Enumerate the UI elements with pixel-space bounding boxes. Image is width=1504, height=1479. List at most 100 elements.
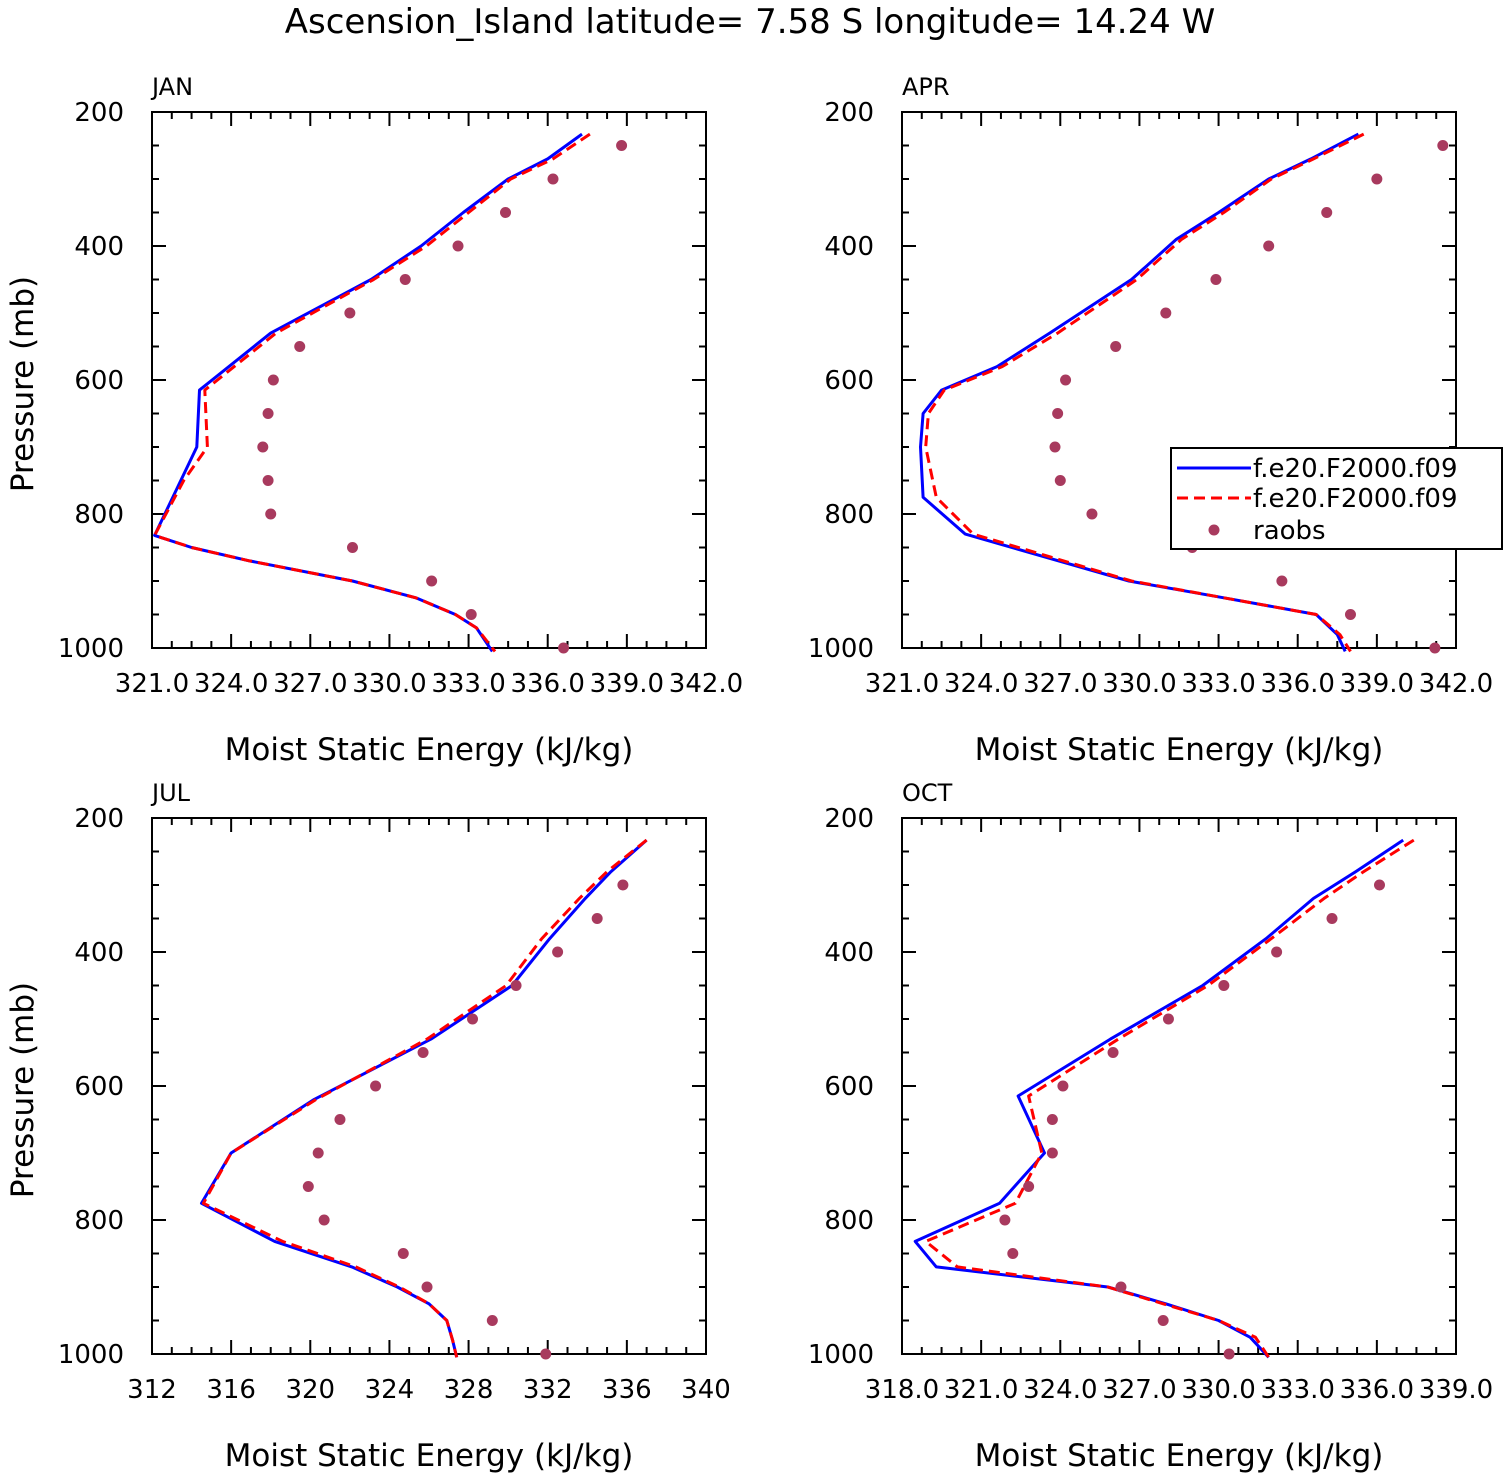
y-tick-label: 200 bbox=[824, 804, 874, 834]
x-tick-label: 318.0 bbox=[865, 1375, 939, 1405]
raobs-point bbox=[267, 374, 279, 386]
solid-series-line bbox=[919, 132, 1360, 653]
x-tick-label: 312 bbox=[127, 1375, 177, 1405]
y-tick-label: 400 bbox=[74, 232, 124, 262]
raobs-point bbox=[426, 575, 438, 587]
x-axis-title: Moist Static Energy (kJ/kg) bbox=[975, 1438, 1384, 1474]
x-tick-label: 339.0 bbox=[1340, 669, 1414, 699]
raobs-point bbox=[1157, 1315, 1169, 1326]
y-tick-label: 800 bbox=[824, 1206, 874, 1236]
raobs-point bbox=[1162, 1013, 1174, 1025]
raobs-point bbox=[616, 140, 628, 151]
raobs-point bbox=[1110, 341, 1122, 352]
y-tick-label: 800 bbox=[74, 500, 124, 530]
solid-series-line bbox=[153, 132, 583, 653]
x-tick-label: 336.0 bbox=[510, 669, 584, 699]
x-tick-label: 321.0 bbox=[115, 669, 189, 699]
raobs-point bbox=[1263, 240, 1275, 252]
raobs-point bbox=[334, 1114, 346, 1125]
raobs-point bbox=[1115, 1281, 1127, 1293]
raobs-point bbox=[452, 240, 464, 252]
raobs-point bbox=[617, 879, 629, 891]
y-tick-label: 800 bbox=[824, 500, 874, 530]
x-axis-title: Moist Static Energy (kJ/kg) bbox=[225, 732, 634, 768]
raobs-point bbox=[558, 642, 570, 654]
x-axis-title: Moist Static Energy (kJ/kg) bbox=[225, 1438, 634, 1474]
raobs-point bbox=[547, 173, 559, 185]
panel-jul: JUL 312 316 320 324 328 332 336 340 200 400 600 800 1… bbox=[5, 779, 731, 1474]
plot-frame bbox=[901, 111, 1457, 649]
panel-jan: JAN 321.0 324.0 327.0 330.0 333.0 336.0 339.0 34… bbox=[5, 73, 743, 768]
raobs-point bbox=[312, 1147, 324, 1159]
y-tick-label: 600 bbox=[824, 1072, 874, 1102]
raobs-point bbox=[265, 508, 277, 520]
x-tick-label: 324.0 bbox=[194, 669, 268, 699]
y-tick-label: 200 bbox=[74, 804, 124, 834]
panel-label: APR bbox=[902, 73, 950, 101]
raobs-point bbox=[1223, 1348, 1235, 1360]
y-tick-label: 400 bbox=[74, 938, 124, 968]
y-tick-label: 800 bbox=[74, 1206, 124, 1236]
raobs-point bbox=[318, 1214, 330, 1226]
raobs-point bbox=[1210, 274, 1222, 285]
raobs-point bbox=[302, 1181, 314, 1192]
raobs-point bbox=[1052, 408, 1064, 419]
raobs-point bbox=[552, 946, 564, 958]
dashed-series-line bbox=[924, 132, 1365, 653]
raobs-point bbox=[1107, 1047, 1119, 1058]
raobs-point bbox=[262, 408, 274, 419]
legend-swatch-dot bbox=[1208, 524, 1220, 536]
x-tick-label: 336.0 bbox=[1340, 1375, 1414, 1405]
x-tick-label: 333.0 bbox=[1181, 669, 1255, 699]
raobs-point bbox=[1086, 508, 1098, 520]
x-tick-label: 339.0 bbox=[590, 669, 664, 699]
raobs-point bbox=[1049, 441, 1061, 453]
raobs-point bbox=[1371, 173, 1383, 185]
y-axis-title: Pressure (mb) bbox=[5, 982, 41, 1198]
panel-label: JUL bbox=[150, 779, 191, 807]
raobs-point bbox=[465, 609, 477, 620]
x-tick-label: 327.0 bbox=[273, 669, 347, 699]
raobs-point bbox=[344, 307, 356, 319]
dashed-series-line bbox=[201, 838, 648, 1358]
x-tick-label: 324 bbox=[365, 1375, 415, 1405]
x-tick-label: 324.0 bbox=[1023, 1375, 1097, 1405]
raobs-point bbox=[1276, 575, 1288, 587]
raobs-point bbox=[1046, 1114, 1058, 1125]
raobs-point bbox=[591, 913, 603, 924]
raobs-point bbox=[262, 475, 274, 486]
x-tick-label: 336 bbox=[602, 1375, 652, 1405]
x-tick-label: 316 bbox=[206, 1375, 256, 1405]
raobs-point bbox=[510, 980, 522, 991]
raobs-point bbox=[1046, 1147, 1058, 1159]
x-tick-label: 320 bbox=[285, 1375, 335, 1405]
raobs-point bbox=[1344, 609, 1356, 620]
x-tick-label: 330.0 bbox=[1102, 669, 1176, 699]
plot-frame bbox=[151, 817, 707, 1355]
raobs-point bbox=[486, 1315, 498, 1326]
y-tick-label: 1000 bbox=[808, 1340, 874, 1370]
x-tick-label: 339.0 bbox=[1419, 1375, 1493, 1405]
raobs-point bbox=[1373, 879, 1385, 891]
raobs-point bbox=[467, 1013, 479, 1025]
raobs-point bbox=[500, 207, 512, 218]
raobs-point bbox=[1429, 642, 1441, 654]
raobs-point bbox=[1218, 980, 1230, 991]
y-tick-label: 200 bbox=[74, 98, 124, 128]
y-tick-label: 400 bbox=[824, 232, 874, 262]
x-tick-label: 342.0 bbox=[669, 669, 743, 699]
legend-entry-label: raobs bbox=[1253, 516, 1326, 546]
raobs-point bbox=[294, 341, 306, 352]
legend-entry-label: f.e20.F2000.f09 bbox=[1253, 484, 1458, 514]
raobs-point bbox=[999, 1214, 1011, 1226]
raobs-point bbox=[1160, 307, 1172, 319]
x-tick-label: 340 bbox=[681, 1375, 731, 1405]
x-tick-label: 327.0 bbox=[1102, 1375, 1176, 1405]
plot-frame bbox=[151, 111, 707, 649]
raobs-point bbox=[370, 1080, 382, 1092]
raobs-point bbox=[257, 441, 269, 453]
x-tick-label: 333.0 bbox=[1260, 1375, 1334, 1405]
raobs-point bbox=[417, 1047, 429, 1058]
